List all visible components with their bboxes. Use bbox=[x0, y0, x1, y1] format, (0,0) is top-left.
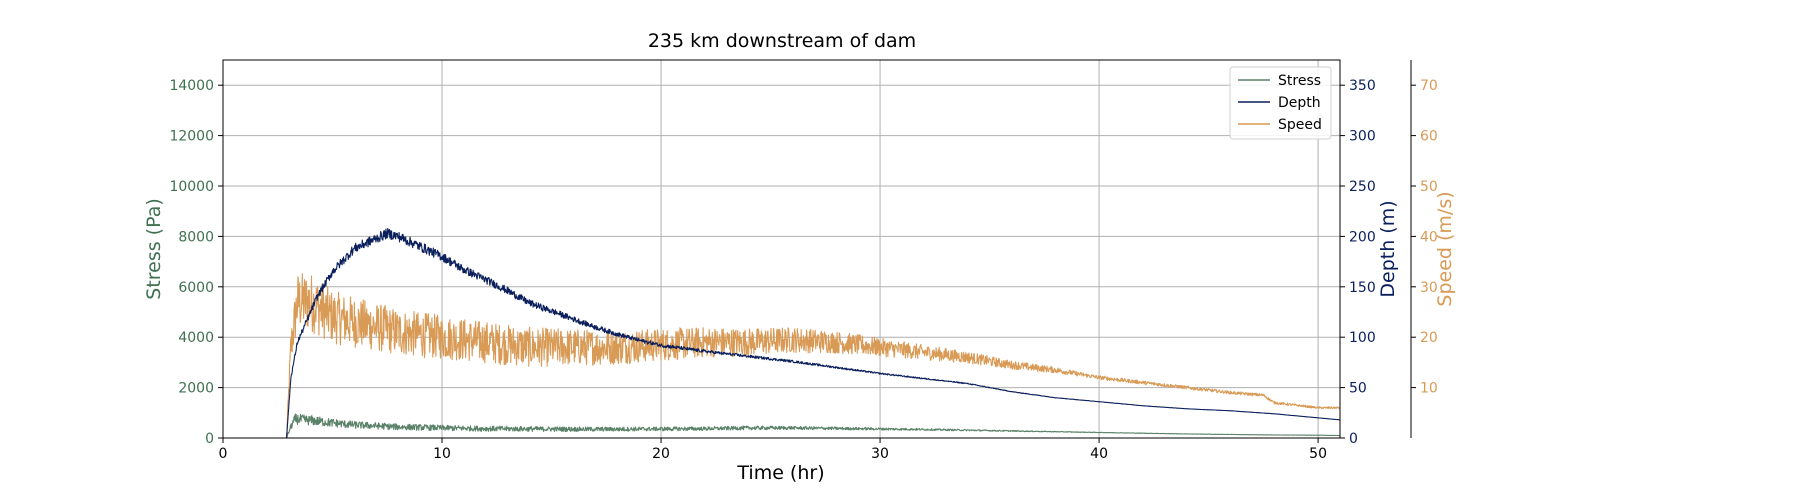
depth-tick-label-250: 250 bbox=[1349, 179, 1376, 195]
speed-tick-label-50: 50 bbox=[1420, 179, 1438, 195]
chart-title: 235 km downstream of dam bbox=[648, 30, 916, 52]
legend-label-depth: Depth bbox=[1278, 95, 1321, 111]
stress-tick-label-8000: 8000 bbox=[178, 229, 214, 245]
legend-label-stress: Stress bbox=[1278, 73, 1321, 89]
stress-tick-label-2000: 2000 bbox=[178, 381, 214, 397]
stress-tick-label-6000: 6000 bbox=[178, 280, 214, 296]
stress-tick-label-0: 0 bbox=[205, 431, 214, 447]
x-tick-label-40: 40 bbox=[1090, 446, 1108, 462]
speed-axis-label: Speed (m/s) bbox=[1434, 191, 1456, 306]
series-line-speed bbox=[222, 273, 1341, 439]
stress-tick-label-4000: 4000 bbox=[178, 330, 214, 346]
x-tick-label-0: 0 bbox=[219, 446, 228, 462]
legend-box bbox=[1229, 66, 1332, 140]
stress-axis-label: Stress (Pa) bbox=[143, 198, 165, 300]
x-tick-label-50: 50 bbox=[1309, 446, 1327, 462]
series-line-depth bbox=[222, 227, 1341, 439]
speed-tick-label-70: 70 bbox=[1420, 78, 1438, 94]
legend-label-speed: Speed bbox=[1278, 117, 1322, 133]
depth-tick-label-200: 200 bbox=[1349, 229, 1376, 245]
speed-tick-label-60: 60 bbox=[1420, 129, 1438, 145]
depth-tick-label-150: 150 bbox=[1349, 280, 1376, 296]
stress-axis: 0 2000 4000 6000 8000 10000 12000 14000 bbox=[169, 78, 223, 447]
depth-tick-label-350: 350 bbox=[1349, 78, 1376, 94]
stress-tick-label-14000: 14000 bbox=[169, 78, 214, 94]
x-axis: 0 10 20 30 40 50 bbox=[219, 438, 1327, 462]
depth-axis-label: Depth (m) bbox=[1377, 200, 1399, 297]
depth-tick-label-0: 0 bbox=[1349, 431, 1358, 447]
stress-tick-label-10000: 10000 bbox=[169, 179, 214, 195]
stress-tick-label-12000: 12000 bbox=[169, 129, 214, 145]
speed-axis: 10 20 30 40 50 60 70 bbox=[1410, 60, 1438, 438]
speed-tick-label-20: 20 bbox=[1420, 330, 1438, 346]
series-line-stress bbox=[222, 413, 1341, 439]
x-tick-label-30: 30 bbox=[871, 446, 889, 462]
depth-tick-label-50: 50 bbox=[1349, 381, 1367, 397]
x-tick-label-20: 20 bbox=[652, 446, 670, 462]
speed-tick-label-30: 30 bbox=[1420, 280, 1438, 296]
depth-tick-label-300: 300 bbox=[1349, 129, 1376, 145]
gridlines bbox=[222, 60, 1340, 438]
x-tick-label-10: 10 bbox=[433, 446, 451, 462]
plot-series bbox=[222, 227, 1341, 439]
plot-frame bbox=[222, 59, 1341, 439]
speed-tick-label-40: 40 bbox=[1420, 229, 1438, 245]
legend: Stress Depth Speed bbox=[1229, 66, 1332, 140]
speed-tick-label-10: 10 bbox=[1420, 381, 1438, 397]
depth-tick-label-100: 100 bbox=[1349, 330, 1376, 346]
x-axis-label: Time (hr) bbox=[736, 462, 824, 484]
depth-axis: 0 50 100 150 200 250 300 350 bbox=[1340, 78, 1376, 447]
